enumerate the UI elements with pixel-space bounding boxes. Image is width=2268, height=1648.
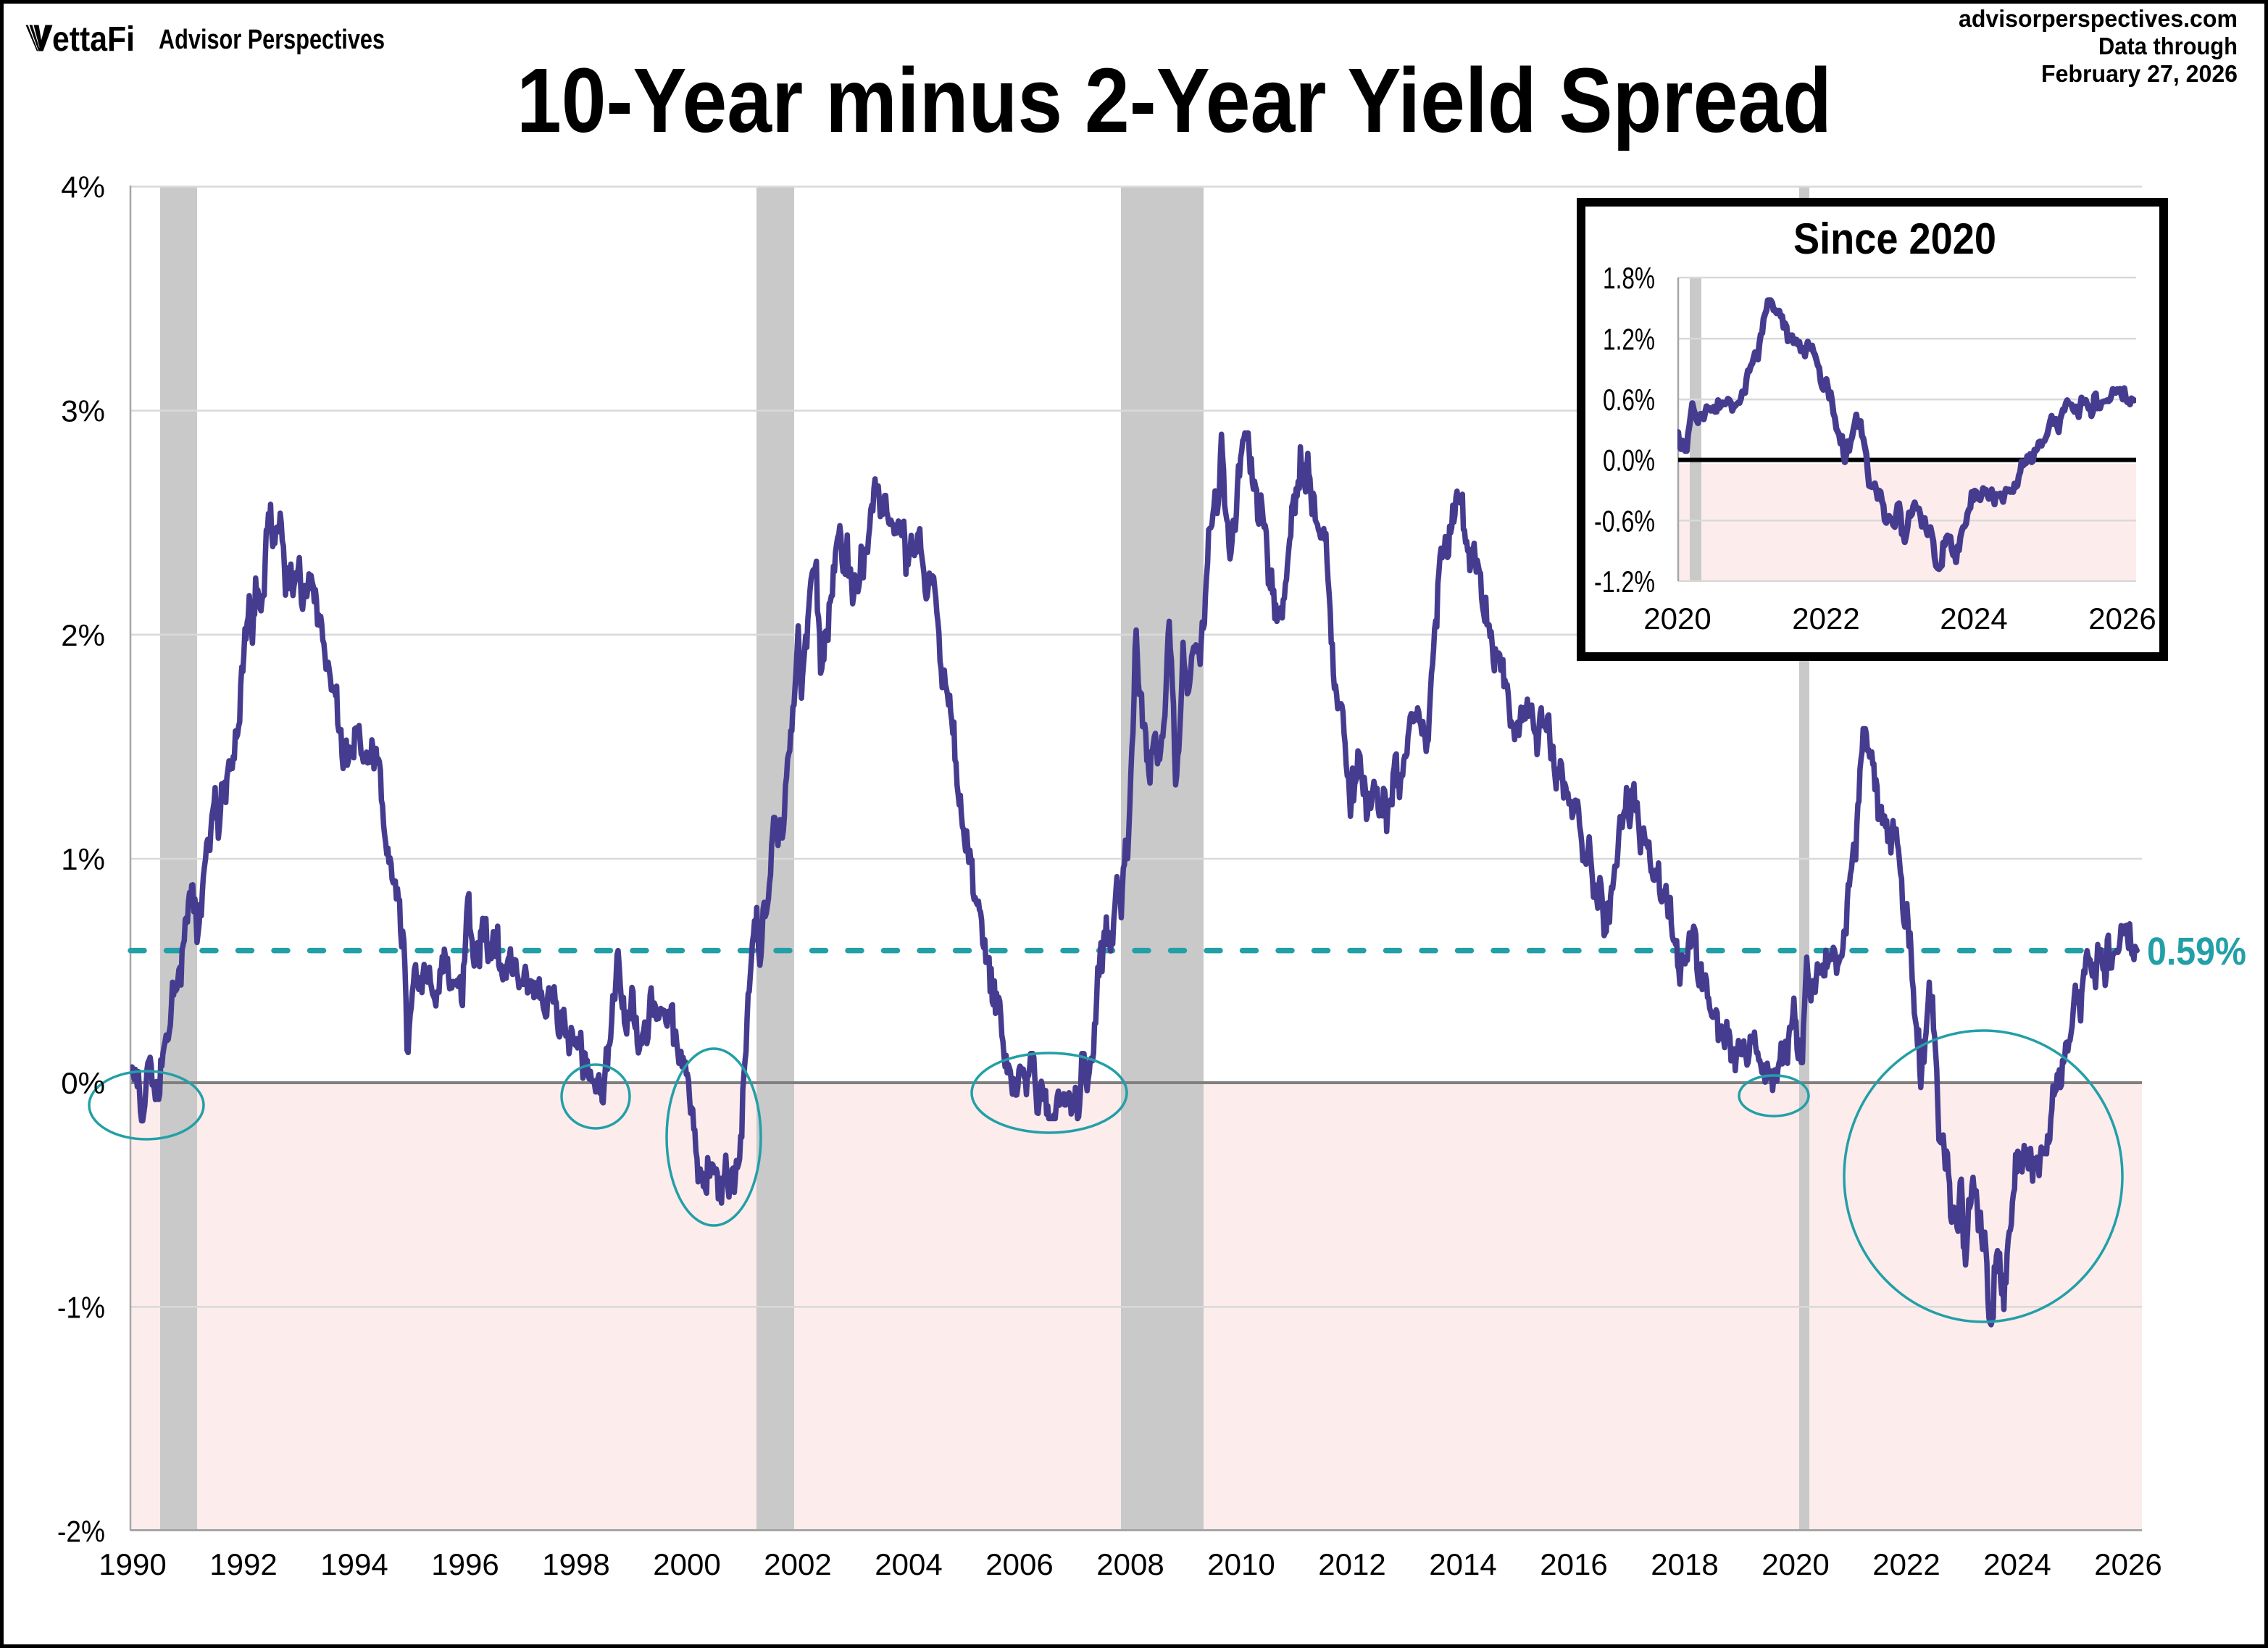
svg-text:4%: 4% [61, 170, 105, 204]
svg-text:1994: 1994 [320, 1547, 388, 1581]
svg-text:2026: 2026 [2088, 602, 2156, 636]
svg-text:Data through: Data through [2098, 33, 2238, 59]
svg-text:Since 2020: Since 2020 [1793, 215, 1996, 263]
svg-text:1.8%: 1.8% [1603, 261, 1655, 295]
svg-text:advisorperspectives.com: advisorperspectives.com [1959, 5, 2238, 32]
svg-text:1%: 1% [61, 842, 105, 876]
svg-text:1996: 1996 [431, 1547, 499, 1581]
svg-text:1992: 1992 [209, 1547, 277, 1581]
svg-text:2026: 2026 [2094, 1547, 2161, 1581]
svg-text:2002: 2002 [764, 1547, 831, 1581]
svg-text:2004: 2004 [875, 1547, 942, 1581]
svg-text:1998: 1998 [542, 1547, 609, 1581]
svg-text:10-Year minus 2-Year Yield Spr: 10-Year minus 2-Year Yield Spread [517, 49, 1832, 151]
svg-text:2006: 2006 [985, 1547, 1053, 1581]
svg-text:0%: 0% [61, 1066, 105, 1100]
svg-text:2020: 2020 [1762, 1547, 1829, 1581]
svg-text:2%: 2% [61, 618, 105, 652]
svg-text:ettaFi: ettaFi [52, 20, 135, 59]
svg-text:2016: 2016 [1540, 1547, 1607, 1581]
svg-text:2018: 2018 [1651, 1547, 1718, 1581]
svg-text:February 27, 2026: February 27, 2026 [2041, 60, 2238, 87]
svg-text:Advisor Perspectives: Advisor Perspectives [159, 25, 385, 55]
svg-text:2024: 2024 [1983, 1547, 2051, 1581]
svg-text:-1.2%: -1.2% [1594, 565, 1655, 599]
svg-text:0.59%: 0.59% [2147, 930, 2246, 973]
svg-text:2010: 2010 [1207, 1547, 1275, 1581]
svg-text:2000: 2000 [653, 1547, 720, 1581]
svg-text:2024: 2024 [1940, 602, 2007, 636]
svg-text:0.0%: 0.0% [1603, 444, 1655, 478]
svg-text:2022: 2022 [1872, 1547, 1940, 1581]
svg-text:2012: 2012 [1318, 1547, 1385, 1581]
svg-text:0.6%: 0.6% [1603, 383, 1655, 417]
svg-text:-2%: -2% [57, 1514, 105, 1548]
svg-text:-0.6%: -0.6% [1594, 504, 1655, 538]
svg-text:1990: 1990 [99, 1547, 166, 1581]
svg-text:2020: 2020 [1643, 602, 1711, 636]
svg-text:2008: 2008 [1096, 1547, 1164, 1581]
svg-text:3%: 3% [61, 394, 105, 428]
svg-text:1.2%: 1.2% [1603, 322, 1655, 356]
svg-text:-1%: -1% [57, 1290, 105, 1324]
svg-text:2014: 2014 [1429, 1547, 1496, 1581]
svg-text:2022: 2022 [1792, 602, 1859, 636]
